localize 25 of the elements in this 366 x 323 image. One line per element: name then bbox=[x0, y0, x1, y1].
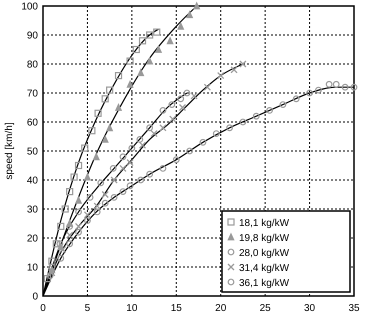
legend-label: 18,1 kg/kW bbox=[239, 218, 290, 229]
legend-label: 28,0 kg/kW bbox=[239, 248, 290, 259]
x-tick-label: 35 bbox=[348, 303, 360, 314]
y-axis-title: speed [km/h] bbox=[4, 122, 15, 180]
y-tick-label: 100 bbox=[21, 2, 38, 12]
x-tick-label: 30 bbox=[304, 303, 316, 314]
y-tick-label: 0 bbox=[32, 292, 38, 302]
y-tick-label: 50 bbox=[26, 146, 38, 158]
y-tick-label: 20 bbox=[26, 234, 38, 244]
x-tick-label: 20 bbox=[215, 303, 227, 314]
x-tick-label: 0 bbox=[40, 303, 46, 314]
y-tick-label: 70 bbox=[26, 88, 38, 100]
x-tick-label: 5 bbox=[84, 303, 91, 314]
y-tick-label: 30 bbox=[26, 204, 38, 216]
y-tick-label: 10 bbox=[26, 262, 38, 274]
x-tick-label: 15 bbox=[170, 303, 182, 314]
x-tick-label: 10 bbox=[126, 303, 138, 314]
legend-label: 31,4 kg/kW bbox=[239, 263, 290, 274]
x-tick-label: 25 bbox=[260, 303, 272, 314]
y-tick-label: 80 bbox=[26, 60, 38, 70]
legend-label: 19,8 kg/kW bbox=[239, 233, 290, 244]
y-tick-label: 60 bbox=[26, 118, 38, 128]
y-tick-label: 90 bbox=[26, 30, 38, 42]
legend-label: 36,1 kg/kW bbox=[239, 278, 290, 289]
y-tick-label: 40 bbox=[26, 176, 38, 186]
